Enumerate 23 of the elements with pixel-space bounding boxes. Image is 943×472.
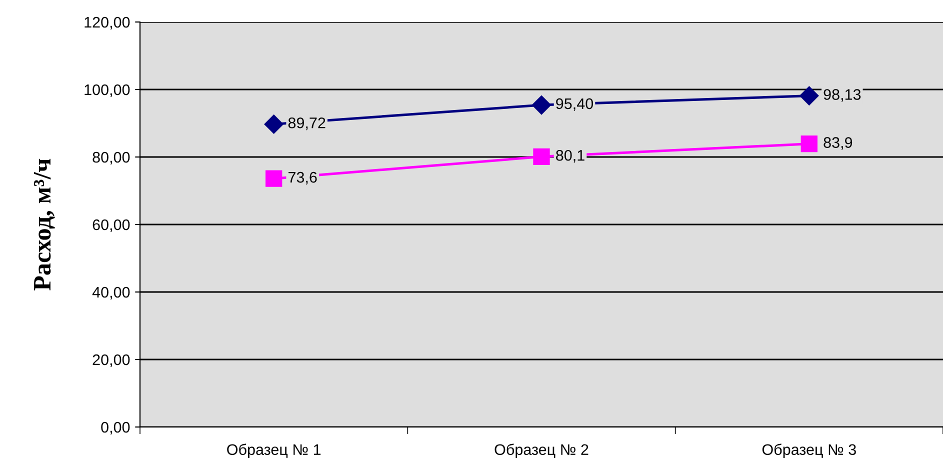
- point: [532, 95, 552, 115]
- y-tick-label: 0,00: [101, 422, 130, 434]
- point: [533, 148, 550, 165]
- x-tick-label: Образец № 3: [762, 444, 856, 458]
- data-label: 95,40: [556, 98, 594, 111]
- x-tick-label: Образец № 2: [494, 444, 588, 458]
- data-label: 73,6: [288, 172, 317, 185]
- data-label: 89,72: [288, 117, 326, 130]
- data-label: 98,13: [824, 89, 861, 102]
- y-tick-label: 80,00: [92, 152, 130, 164]
- point: [266, 170, 282, 187]
- point: [264, 114, 284, 134]
- point: [800, 86, 819, 106]
- y-axis-title: Расход, м³/ч: [34, 158, 55, 290]
- x-tick-label: Образец № 1: [227, 444, 321, 458]
- data-label: 80,1: [556, 150, 584, 163]
- data-label: 83,9: [824, 137, 852, 150]
- y-tick-label: 100,00: [84, 84, 130, 97]
- y-tick-label: 40,00: [92, 286, 130, 300]
- y-tick-label: 60,00: [92, 219, 130, 232]
- point: [800, 136, 818, 152]
- y-tick-label: 120,00: [84, 16, 130, 30]
- y-tick-label: 20,00: [92, 354, 130, 367]
